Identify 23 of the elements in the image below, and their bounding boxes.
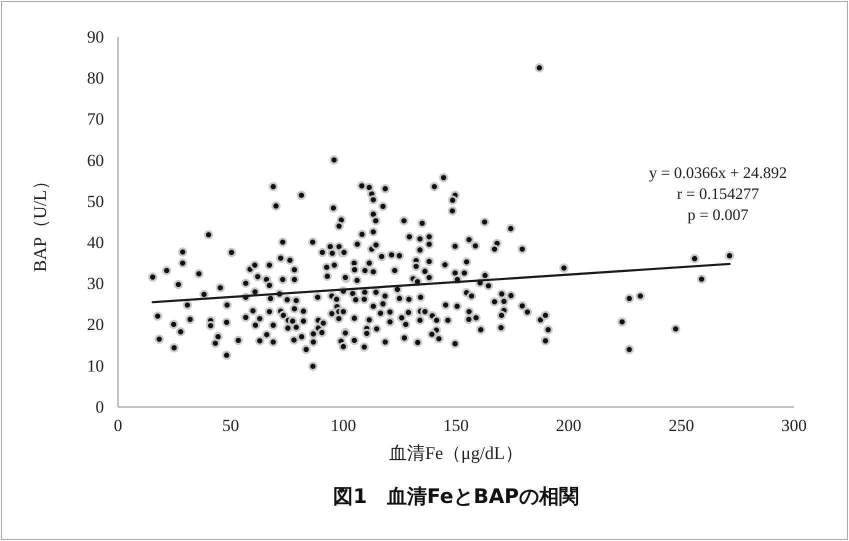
x-tick-label: 50 [222, 416, 240, 436]
x-tick-label: 0 [114, 416, 122, 436]
y-tick-label: 0 [96, 397, 104, 416]
y-tick-label: 10 [87, 356, 104, 376]
x-tick-label: 300 [781, 416, 807, 436]
x-tick-label: 150 [443, 416, 469, 436]
y-axis-title: BAP（U/L） [30, 172, 50, 272]
x-axis-title: 血清Fe（μg/dL） [389, 443, 523, 463]
text: 図1 血清FeとBAPの相関 [333, 484, 579, 508]
annotation: y = 0.0366x + 24.892 [648, 165, 788, 182]
annotation: r = 0.154277 [676, 186, 760, 203]
x-tick-label: 200 [556, 416, 582, 436]
x-tick-label: 100 [330, 416, 356, 436]
y-tick-label: 50 [87, 192, 104, 211]
y-tick-label: 90 [87, 27, 104, 46]
y-tick-label: 60 [87, 150, 104, 170]
y-tick-label: 70 [87, 110, 104, 129]
y-tick-label: 30 [87, 274, 104, 294]
y-tick-label: 20 [87, 315, 104, 334]
y-tick-label: 40 [87, 232, 104, 252]
annotation: p = 0.007 [687, 207, 749, 224]
x-tick-label: 250 [668, 416, 694, 436]
y-tick-label: 80 [87, 68, 104, 88]
